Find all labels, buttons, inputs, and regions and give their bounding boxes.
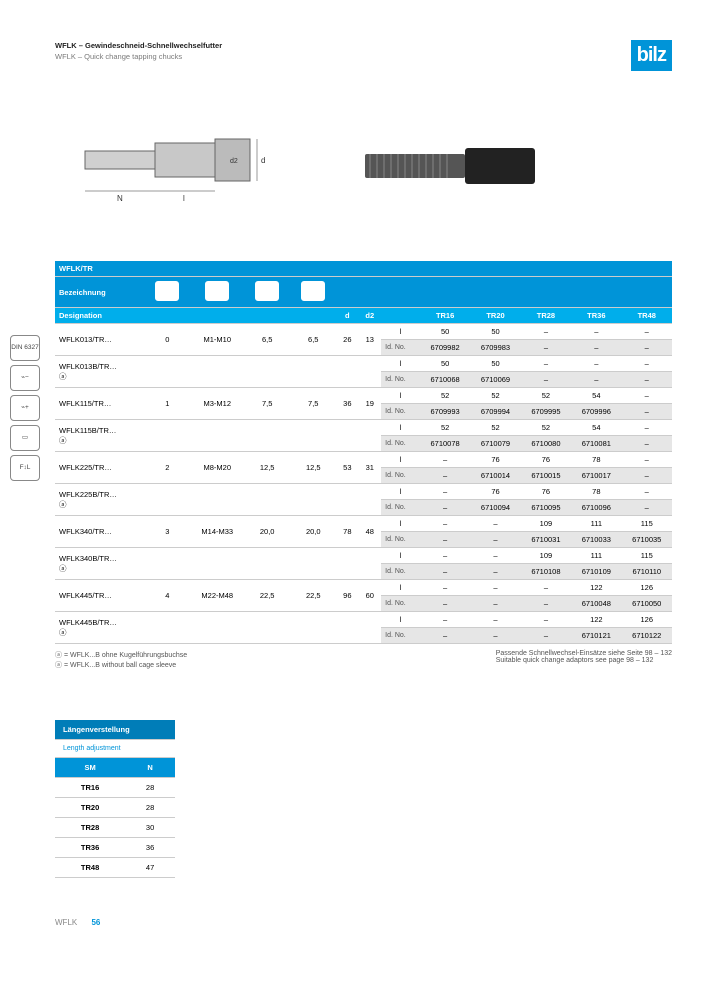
table-row: WFLK115B/TR… ⓐl52525254–	[55, 420, 672, 436]
table-row: WFLK445/TR…4M22-M4822,522,59660l–––12212…	[55, 580, 672, 596]
table-row: WFLK225/TR…2M8-M2012,512,55331l–767678–	[55, 452, 672, 468]
table-row: WFLK013B/TR… ⓐl5050–––	[55, 356, 672, 372]
product-photo	[355, 111, 555, 221]
spec-table: WFLK/TR Bezeichnung Designation dd2 TR16…	[55, 261, 672, 644]
sidebar-icon-1: ⌁−	[10, 365, 40, 391]
length-hdr-de: Längenverstellung	[55, 720, 175, 740]
svg-text:d: d	[261, 156, 265, 165]
table-notes: ⓐ = WFLK...B ohne Kugelführungsbuchse ⓐ …	[55, 650, 672, 670]
note-left-en: ⓐ = WFLK...B without ball cage sleeve	[55, 660, 187, 670]
table-row: WFLK225B/TR… ⓐl–767678–	[55, 484, 672, 500]
table-row: WFLK445B/TR… ⓐl–––122126	[55, 612, 672, 628]
length-col-sm: SM	[55, 758, 125, 778]
svg-text:l: l	[183, 194, 185, 203]
brand-logo: bilz	[631, 40, 672, 71]
svg-text:d2: d2	[230, 158, 238, 165]
note-right-en: Suitable quick change adaptors see page …	[496, 657, 672, 664]
length-table: Längenverstellung Length adjustment SMN …	[55, 720, 175, 878]
footer-page-num: 56	[91, 918, 100, 927]
header-title-block: WFLK – Gewindeschneid-Schnellwechselfutt…	[55, 40, 222, 63]
title-en: WFLK – Quick change tapping chucks	[55, 51, 222, 62]
title-de: WFLK – Gewindeschneid-Schnellwechselfutt…	[55, 40, 222, 51]
note-left-de: ⓐ = WFLK...B ohne Kugelführungsbuchse	[55, 650, 187, 660]
technical-drawing: N l d d2	[75, 111, 275, 221]
svg-text:N: N	[117, 194, 123, 203]
table-row: WFLK115/TR…1M3-M127,57,53619l52525254–	[55, 388, 672, 404]
table-row: TR1628	[55, 778, 175, 798]
table-row: WFLK013/TR…0M1-M106,56,52613l5050–––	[55, 324, 672, 340]
sidebar-icon-4: F↕L	[10, 455, 40, 481]
sidebar-icon-3: ▭	[10, 425, 40, 451]
product-images: N l d d2	[75, 111, 652, 221]
spec-table-title: WFLK/TR	[55, 261, 672, 277]
note-right-de: Passende Schnellwechsel-Einsätze siehe S…	[496, 650, 672, 657]
table-row: TR4847	[55, 858, 175, 878]
table-row: WFLK340B/TR… ⓐl––109111115	[55, 548, 672, 564]
length-col-n: N	[125, 758, 175, 778]
table-row: WFLK340/TR…3M14-M3320,020,07848l––109111…	[55, 516, 672, 532]
table-row: TR2830	[55, 818, 175, 838]
page-header: WFLK – Gewindeschneid-Schnellwechselfutt…	[55, 40, 672, 71]
sidebar-icons: DIN 6327 ⌁− ⌁+ ▭ F↕L	[10, 335, 40, 481]
footer-section: WFLK	[55, 918, 77, 927]
sidebar-icon-2: ⌁+	[10, 395, 40, 421]
note-right: Passende Schnellwechsel-Einsätze siehe S…	[496, 650, 672, 670]
table-row: TR2028	[55, 798, 175, 818]
note-left: ⓐ = WFLK...B ohne Kugelführungsbuchse ⓐ …	[55, 650, 187, 670]
length-hdr-en: Length adjustment	[55, 740, 175, 758]
table-row: TR3636	[55, 838, 175, 858]
sidebar-icon-0: DIN 6327	[10, 335, 40, 361]
page-footer: WFLK 56	[55, 918, 672, 927]
